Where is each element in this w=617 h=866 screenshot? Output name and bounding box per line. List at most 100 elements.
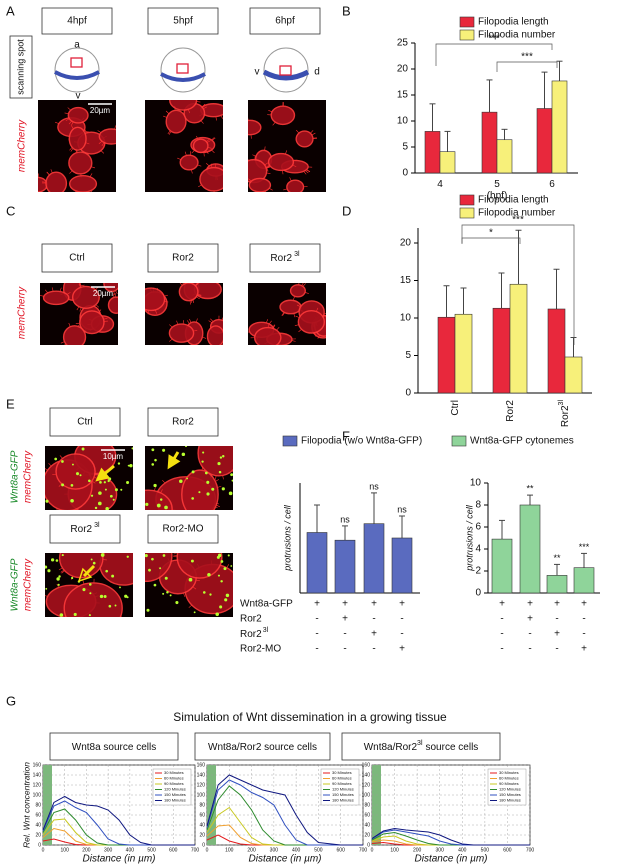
legend-label: 180 Minutes: [164, 798, 186, 803]
x-tick-label: 500: [147, 847, 156, 853]
x-tick-label: 200: [413, 847, 422, 853]
cell: [79, 310, 105, 335]
x-tick-label: 200: [247, 847, 256, 853]
genotype-sign: +: [399, 644, 405, 655]
panel-letter: C: [6, 203, 15, 218]
bar: [363, 523, 385, 594]
gfp-dot: [103, 481, 106, 484]
gfp-dot: [131, 447, 133, 450]
filopodium: [55, 121, 59, 124]
micrograph: [145, 94, 228, 192]
bar: [564, 356, 583, 394]
filopodium: [231, 470, 233, 473]
filopodium: [215, 475, 217, 480]
significance-label: **: [526, 483, 534, 493]
x-tick-label: 300: [104, 847, 113, 853]
filopodium: [224, 173, 228, 175]
y-tick-label: 40: [35, 822, 41, 828]
filopodium: [211, 137, 215, 141]
gfp-dot: [100, 553, 105, 557]
filopodium: [183, 280, 186, 283]
genotype-sign: -: [372, 614, 375, 625]
filopodium: [184, 151, 187, 156]
gfp-dot: [45, 565, 48, 569]
title-box: [341, 732, 501, 761]
series-line: [42, 795, 195, 846]
cell: [279, 299, 302, 315]
filopodium: [100, 150, 105, 154]
gfp-dot: [145, 554, 148, 558]
filopodium: [301, 283, 304, 286]
filopodium: [201, 104, 206, 108]
legend-label: 150 Minutes: [499, 792, 521, 797]
arrow-head: [95, 467, 111, 482]
filopodium: [155, 309, 157, 314]
label-box: [147, 243, 219, 273]
gfp-dot: [230, 473, 233, 477]
gfp-dot: [126, 481, 130, 485]
superscript: 3l: [263, 627, 269, 634]
gfp-dot: [71, 576, 74, 580]
chart-title: Wnt8a/Ror2 source cells: [208, 742, 317, 753]
filopodium: [197, 164, 202, 167]
gfp-dot: [166, 591, 169, 594]
gfp-dot: [220, 560, 224, 563]
y-tick-label: 4: [475, 544, 481, 555]
filopodium: [95, 304, 100, 308]
filopodium: [211, 137, 216, 141]
filopodium: [306, 169, 310, 173]
condition-label: Ror2-MO: [162, 524, 203, 535]
filopodium: [296, 304, 301, 308]
filopodium: [168, 131, 172, 135]
genotype-sign: +: [554, 629, 560, 640]
legend-swatch: [459, 194, 475, 206]
filopodium: [292, 296, 296, 301]
gfp-dot: [47, 569, 51, 573]
condition-text: Ror2: [270, 253, 292, 264]
gfp-dot: [103, 595, 107, 598]
filopodium: [91, 166, 96, 169]
y-tick-label: 80: [364, 802, 370, 808]
filopodium: [220, 344, 222, 345]
x-tick-label: 4: [437, 179, 443, 190]
filopodium: [208, 320, 213, 323]
filopodium: [98, 309, 102, 314]
title-text: Wnt8a/Ror2 source cells: [208, 742, 317, 753]
filopodium: [304, 292, 309, 294]
filopodium: [118, 621, 121, 623]
gfp-dot: [146, 608, 150, 612]
filopodium: [117, 546, 121, 547]
filopodium: [110, 441, 113, 444]
condition-label: Ror2: [172, 253, 194, 264]
filopodium: [195, 94, 199, 96]
filopodium: [82, 580, 85, 585]
filopodium: [197, 294, 202, 297]
filopodium: [328, 335, 330, 338]
x-tick-label: 100: [390, 847, 399, 853]
genotype-label: Ror2: [240, 614, 262, 625]
filopodium: [329, 314, 331, 317]
legend-label: Wnt8a-GFP cytonemes: [470, 436, 574, 447]
filopodium: [189, 318, 192, 323]
filopodium: [303, 171, 307, 175]
title-text: Wnt8a source cells: [72, 742, 156, 753]
y-tick-label: 25: [397, 38, 409, 49]
cell: [67, 106, 89, 124]
gfp-dot: [105, 507, 109, 510]
micrograph: [145, 446, 233, 510]
filopodium: [330, 315, 333, 318]
condition-label: Ctrl: [77, 417, 93, 428]
superscript: 3l: [417, 740, 423, 747]
x-tick-label: 500: [481, 847, 490, 853]
filopodium: [272, 324, 275, 329]
filopodium: [205, 150, 209, 154]
micrograph: [248, 100, 326, 192]
filopodium: [46, 171, 50, 176]
x-tick-label: 300: [436, 847, 445, 853]
filopodium: [191, 150, 195, 154]
gfp-dot: [206, 480, 210, 484]
filopodium: [226, 564, 230, 568]
gfp-dot: [188, 577, 193, 582]
gfp-dot: [56, 577, 60, 581]
